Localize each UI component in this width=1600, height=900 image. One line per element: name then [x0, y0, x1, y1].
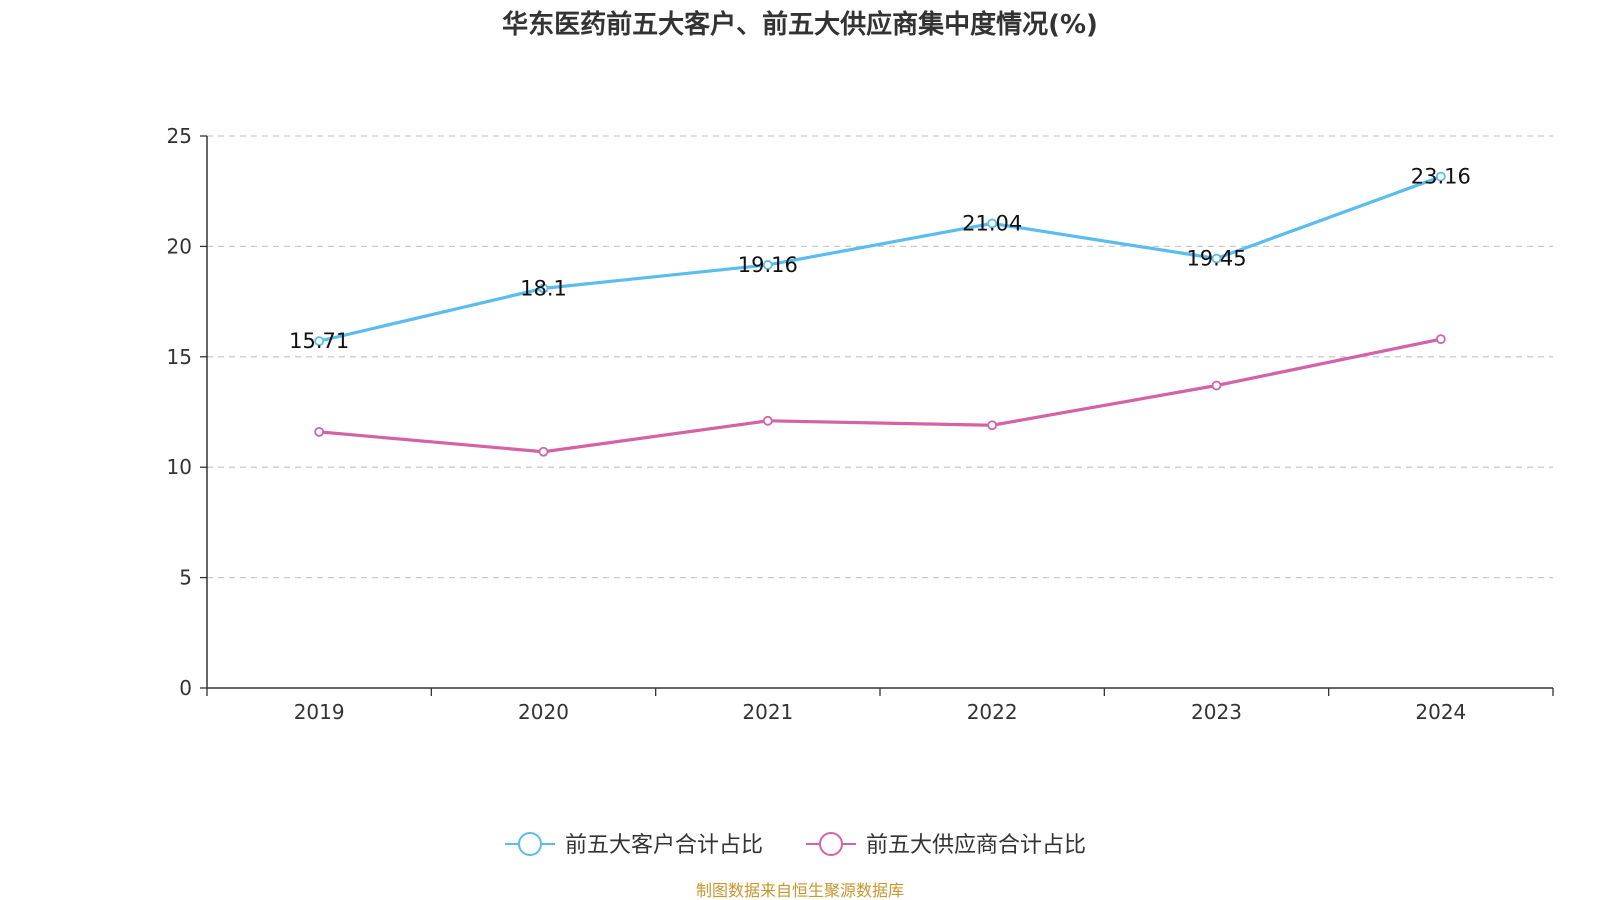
data-point[interactable] — [1211, 253, 1222, 264]
data-point[interactable] — [538, 446, 549, 457]
x-tick-label: 2021 — [742, 700, 793, 724]
y-tick-label: 20 — [167, 234, 192, 258]
axes: 0 5 10 15 20 25 2019 2020 2021 2022 2023 2024 — [167, 124, 1554, 724]
legend-label: 前五大客户合计占比 — [565, 833, 763, 858]
x-tick-label: 2024 — [1415, 700, 1466, 724]
data-point[interactable] — [1435, 171, 1446, 182]
series-line-1 — [319, 337, 1442, 454]
data-point[interactable] — [987, 420, 998, 431]
x-tick-label: 2022 — [967, 700, 1018, 724]
legend: 前五大客户合计占比 前五大供应商合计占比 — [505, 832, 1086, 858]
x-tick-label: 2023 — [1191, 700, 1242, 724]
data-point[interactable] — [1435, 334, 1446, 345]
data-label: 18.1 — [520, 276, 567, 300]
y-tick-label: 25 — [167, 124, 192, 148]
data-label: 19.16 — [738, 253, 798, 277]
x-tick-label: 2019 — [294, 700, 345, 724]
data-label: 19.45 — [1186, 247, 1246, 271]
data-point[interactable] — [762, 260, 773, 270]
gridlines — [207, 135, 1553, 579]
x-tick-label: 2020 — [518, 700, 569, 724]
legend-item[interactable]: 前五大客户合计占比 — [505, 832, 763, 858]
data-point[interactable] — [538, 283, 549, 294]
series-layer — [314, 171, 1446, 457]
data-label: 23.16 — [1411, 165, 1471, 189]
y-tick-label: 0 — [179, 676, 192, 700]
legend-marker — [819, 832, 843, 856]
source-note: 制图数据来自恒生聚源数据库 — [696, 881, 904, 900]
data-point[interactable] — [762, 415, 773, 426]
data-label: 21.04 — [962, 211, 1022, 235]
legend-label: 前五大供应商合计占比 — [866, 833, 1086, 858]
y-tick-label: 15 — [167, 345, 192, 369]
series-line-0 — [318, 175, 1442, 343]
chart-title: 华东医药前五大客户、前五大供应商集中度情况(%) — [502, 9, 1098, 40]
data-point[interactable] — [314, 336, 325, 347]
legend-marker — [518, 832, 542, 856]
legend-item[interactable]: 前五大供应商合计占比 — [806, 832, 1086, 858]
y-tick-label: 10 — [167, 455, 192, 479]
y-tick-label: 5 — [179, 566, 192, 590]
data-point[interactable] — [314, 426, 325, 437]
data-point[interactable] — [1211, 380, 1222, 391]
data-labels: 15.71 18.1 19.16 21.04 19.45 23.16 — [289, 165, 1471, 353]
data-point[interactable] — [987, 218, 998, 229]
data-label: 15.71 — [289, 329, 349, 353]
